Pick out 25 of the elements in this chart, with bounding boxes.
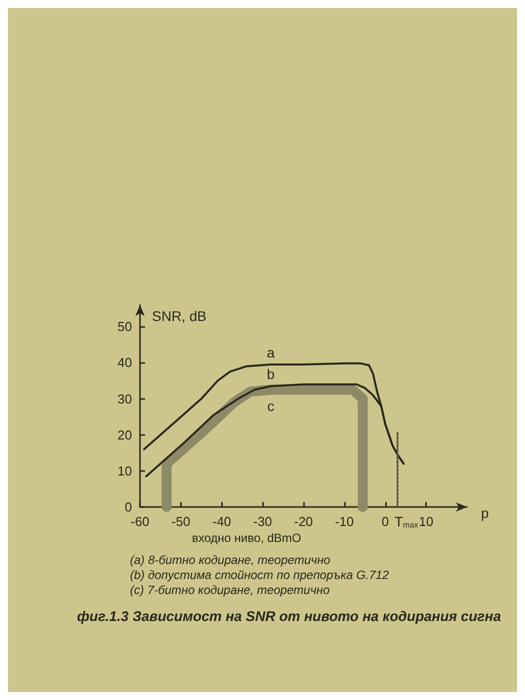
y-tick-label: 30	[118, 391, 132, 406]
y-tick-label: 50	[118, 319, 132, 334]
series-label: a	[266, 344, 275, 361]
x-axis-title: p	[481, 505, 489, 521]
y-tick-label: 20	[118, 427, 132, 442]
x-tick-label: -10	[334, 514, 354, 529]
y-tick-label: 10	[118, 463, 132, 478]
text: (c) 7-битно кодиране, теоретично	[130, 583, 330, 597]
x-tick-label: -50	[171, 514, 190, 529]
x-tick-label: -20	[294, 514, 313, 529]
y-axis-title: SNR, dB	[152, 308, 206, 324]
series-label: Tmax	[394, 514, 418, 530]
series-label: b	[266, 366, 275, 382]
text: входно ниво, dBmO	[192, 531, 302, 545]
x-tick-label: 10	[418, 514, 434, 529]
series-label: c	[267, 398, 274, 414]
y-tick-label: 0	[124, 500, 132, 514]
x-tick-label: -30	[253, 514, 272, 529]
text: (a) 8-битно кодиране, теоретично	[130, 553, 331, 567]
x-tick-label: -60	[130, 514, 150, 529]
text: фиг.1.3 Зависимост на SNR от нивото на кодирания сигна	[77, 608, 502, 624]
text: (b) допустима стойност по препоръка G.712	[130, 568, 390, 582]
x-tick-label: -40	[212, 514, 232, 529]
y-tick-label: 40	[118, 355, 132, 370]
x-tick-label: 0	[382, 514, 389, 529]
